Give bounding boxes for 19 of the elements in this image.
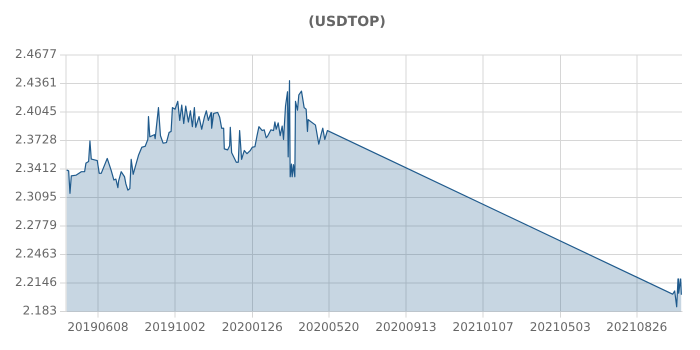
y-tick-label: 2.3728 — [14, 132, 57, 147]
x-tick-label: 20200520 — [298, 320, 360, 334]
y-tick-label: 2.3095 — [14, 190, 57, 204]
x-tick-label: 20200913 — [375, 320, 436, 334]
y-tick-label: 2.183 — [22, 304, 57, 318]
x-tick-label: 20200126 — [222, 320, 283, 334]
chart-title: (USDTOP) — [308, 14, 386, 30]
y-tick-label: 2.2146 — [14, 275, 57, 290]
y-tick-label: 2.4045 — [14, 104, 57, 118]
x-tick-label: 20191002 — [144, 320, 206, 334]
y-tick-label: 2.3412 — [14, 161, 57, 176]
x-tick-label: 20210826 — [606, 320, 668, 334]
x-tick-label: 20190608 — [67, 320, 128, 334]
x-tick-label: 20210107 — [452, 320, 514, 334]
y-tick-label: 2.2779 — [14, 218, 57, 232]
y-tick-label: 2.4361 — [14, 75, 57, 90]
x-tick-label: 20210503 — [530, 320, 591, 334]
y-tick-label: 2.2463 — [14, 246, 57, 261]
y-tick-label: 2.4677 — [14, 46, 57, 61]
